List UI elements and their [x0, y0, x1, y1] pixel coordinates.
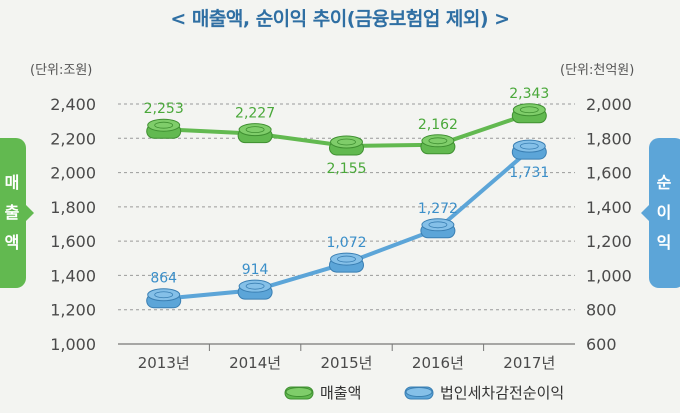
data-label: 1,272 — [418, 201, 458, 217]
right-axis-char: 익 — [656, 233, 672, 252]
y-tick-right: 2,000 — [586, 95, 632, 114]
legend-item-net-income: 법인세차감전순이익 — [404, 382, 564, 403]
y-tick-left: 2,000 — [50, 164, 96, 183]
right-axis-char: 순 — [656, 173, 672, 192]
y-tick-right: 1,000 — [586, 266, 632, 285]
coin-marker — [329, 252, 364, 273]
chart-title: < 매출액, 순이익 추이(금융보험업 제외) > — [170, 8, 510, 30]
y-tick-left: 1,800 — [50, 198, 96, 217]
y-tick-right: 1,600 — [586, 164, 632, 183]
left-unit-label: (단위:조원) — [30, 63, 93, 78]
y-tick-right: 800 — [586, 301, 617, 320]
data-label: 2,155 — [326, 161, 366, 177]
right-axis-char: 이 — [656, 203, 672, 222]
x-tick-label: 2013년 — [138, 354, 190, 372]
coin-marker — [511, 103, 547, 124]
y-tick-right: 1,200 — [586, 232, 632, 251]
y-tick-left: 1,200 — [50, 301, 96, 320]
coin-marker — [146, 288, 182, 309]
data-label: 2,162 — [418, 117, 458, 133]
legend-label-revenue: 매출액 — [320, 384, 362, 402]
x-tick-label: 2015년 — [321, 354, 373, 372]
data-label: 1,731 — [509, 165, 549, 181]
coin-marker — [237, 123, 273, 144]
y-tick-left: 2,400 — [50, 95, 96, 114]
coin-marker — [511, 139, 547, 160]
right-axis-tab: 순 이 익 — [641, 138, 680, 288]
left-tab-arrow-icon — [25, 204, 34, 222]
data-label: 2,253 — [144, 101, 184, 117]
y-tick-left: 1,000 — [50, 335, 96, 354]
left-axis-char: 매 — [4, 173, 20, 192]
left-axis-char: 액 — [4, 233, 20, 252]
y-tick-left: 2,200 — [50, 129, 96, 148]
legend-item-revenue: 매출액 — [284, 382, 361, 403]
x-tick-label: 2014년 — [229, 354, 281, 372]
y-tick-right: 1,400 — [586, 198, 632, 217]
legend-label-net-income: 법인세차감전순이익 — [440, 384, 565, 402]
y-tick-left: 1,600 — [50, 232, 96, 251]
data-label: 2,227 — [235, 106, 275, 122]
left-axis-tab: 매 출 액 — [0, 138, 34, 288]
data-label: 1,072 — [326, 235, 366, 251]
coin-icon-net-income — [404, 386, 434, 399]
coin-marker — [420, 134, 456, 155]
coin-icon-revenue — [284, 386, 314, 399]
x-tick-label: 2016년 — [412, 354, 464, 372]
coin-marker — [237, 279, 273, 300]
right-unit-label: (단위:천억원) — [560, 63, 635, 78]
data-label: 2,343 — [509, 86, 549, 102]
y-tick-left: 1,400 — [50, 266, 96, 285]
coin-marker — [420, 218, 456, 239]
x-tick-label: 2017년 — [503, 354, 555, 372]
coin-marker — [146, 118, 182, 139]
left-axis-char: 출 — [4, 203, 20, 222]
coin-marker — [329, 135, 364, 156]
data-label: 864 — [150, 271, 177, 287]
right-tab-arrow-icon — [641, 204, 650, 222]
data-label: 914 — [242, 262, 269, 278]
y-tick-right: 1,800 — [586, 129, 632, 148]
y-tick-right: 600 — [586, 335, 617, 354]
